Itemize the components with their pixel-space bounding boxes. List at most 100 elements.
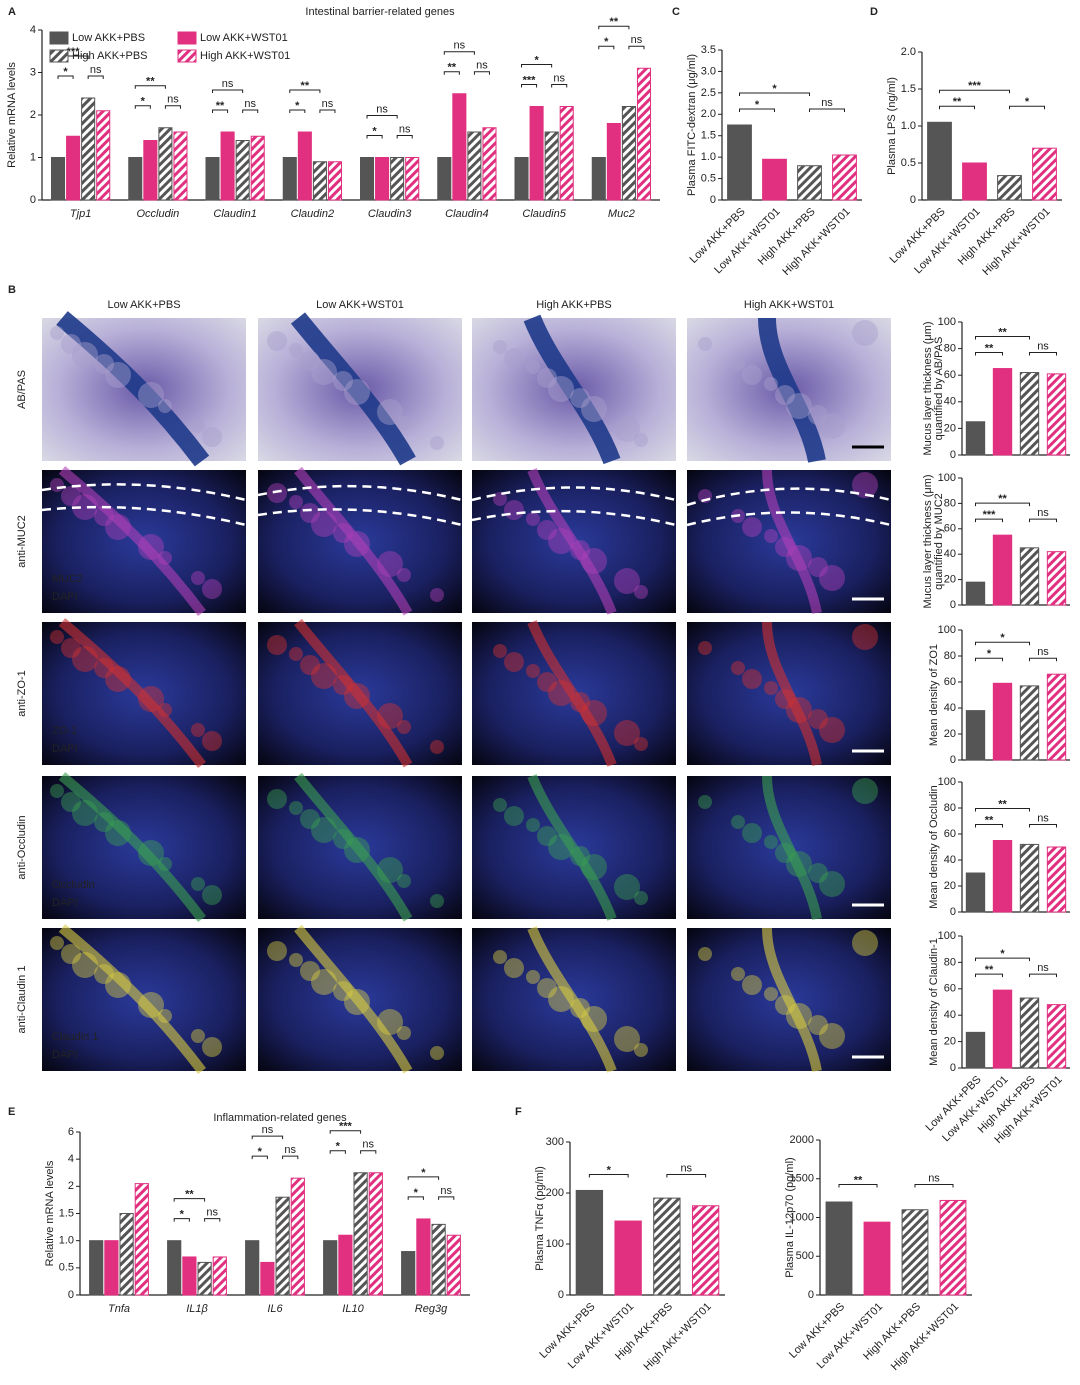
sig-label: ** — [448, 62, 457, 74]
panel-letter: E — [8, 1106, 15, 1118]
tissue-band — [762, 621, 822, 766]
sig-label: ** — [985, 342, 994, 354]
tissue-cell — [786, 545, 812, 571]
sig-bracket — [438, 1196, 455, 1200]
tissue-cell — [808, 557, 828, 577]
x-tick-label: Reg3g — [415, 1303, 448, 1315]
tissue-band — [294, 924, 413, 1074]
tissue-cell — [267, 635, 287, 655]
x-tick-label: High AKK+WST01 — [980, 206, 1052, 278]
tissue-cell — [138, 382, 164, 408]
tissue-cell — [300, 655, 320, 675]
y-tick-label: 20 — [944, 728, 956, 740]
tissue-cell — [526, 360, 540, 374]
legend-label: High AKK+PBS — [72, 50, 148, 62]
tissue-cell — [808, 1015, 828, 1035]
tissue-cell — [72, 800, 98, 826]
tissue-cell — [430, 740, 444, 754]
sig-label: ** — [185, 1189, 194, 1201]
x-tick-label: Tnfa — [108, 1303, 130, 1315]
tissue-cell — [397, 416, 411, 430]
tissue-cell — [300, 961, 320, 981]
tissue-band — [527, 620, 617, 767]
tissue-cell — [333, 829, 353, 849]
y-tick-label: 0 — [910, 194, 916, 206]
sig-bracket — [1009, 105, 1045, 110]
tissue-cell — [158, 399, 172, 413]
sig-label: ** — [998, 798, 1007, 810]
tissue-band — [527, 926, 617, 1073]
bar — [514, 157, 529, 201]
sig-label: ns — [1037, 962, 1049, 974]
y-tick-label: 40 — [944, 548, 956, 560]
tissue-cell — [819, 871, 845, 897]
bar — [997, 175, 1022, 201]
sig-bracket — [204, 1218, 221, 1222]
bar — [260, 1261, 275, 1296]
tissue-cell — [504, 806, 524, 826]
tissue-cell — [61, 944, 81, 964]
chart-title: Intestinal barrier-related genes — [305, 6, 455, 18]
tissue-band — [527, 468, 617, 615]
tissue-cell — [430, 436, 444, 450]
tissue-cell — [493, 340, 507, 354]
y-tick-label: 0 — [68, 1289, 74, 1301]
x-tick-label: IL6 — [267, 1303, 283, 1315]
bar — [927, 121, 952, 201]
y-axis-label: Relative mRNA levels — [44, 1160, 56, 1266]
tissue-band — [762, 469, 822, 614]
sig-bracket — [1029, 657, 1057, 662]
row-label: anti-Occludin — [16, 815, 28, 879]
tissue-cell — [138, 992, 164, 1018]
y-tick-label: 60 — [944, 828, 956, 840]
legend-label: Low AKK+PBS — [72, 32, 145, 44]
bar — [832, 154, 857, 201]
sig-label: * — [772, 83, 777, 95]
sig-label: * — [1000, 632, 1005, 644]
tissue-cell — [191, 877, 205, 891]
bar — [220, 131, 235, 201]
legend-swatch — [49, 49, 69, 63]
y-tick-label: 60 — [944, 523, 956, 535]
tissue-cell — [50, 478, 64, 492]
bar — [965, 710, 986, 761]
sig-label: ns — [90, 64, 102, 76]
sig-bracket — [628, 45, 645, 50]
tissue-cell — [267, 483, 287, 503]
tissue-cell — [526, 512, 540, 526]
sig-label: *** — [339, 1121, 353, 1133]
x-tick-label: High AKK+WST01 — [780, 206, 852, 278]
row-label: anti-MUC2 — [16, 515, 28, 568]
y-tick-label: 100 — [546, 1238, 564, 1250]
y-tick-label: 0 — [808, 1289, 814, 1301]
tissue-cell — [333, 981, 353, 1001]
bar — [529, 106, 544, 201]
bar — [1046, 1004, 1067, 1069]
tissue-cell — [852, 930, 878, 956]
tissue-cell — [377, 1009, 403, 1035]
bar — [119, 1213, 134, 1296]
y-tick-label: 0.5 — [59, 1262, 74, 1274]
y-axis-label: Plasma IL-12p70 (pg/ml) — [784, 1157, 796, 1277]
sig-bracket — [396, 135, 413, 139]
sig-label: *** — [67, 46, 81, 58]
sig-bracket — [134, 105, 151, 109]
y-tick-label: 3 — [30, 66, 36, 78]
sig-bracket — [838, 1183, 878, 1188]
bar — [416, 1218, 431, 1296]
bar — [797, 165, 822, 201]
tissue-cell — [852, 320, 878, 346]
mucus-boundary — [686, 487, 892, 507]
tissue-cell — [548, 680, 574, 706]
bar — [50, 157, 66, 201]
sig-bracket — [473, 71, 490, 75]
tissue-cell — [808, 709, 828, 729]
tissue-cell — [548, 528, 574, 554]
tissue-cell — [786, 393, 812, 419]
tissue-cell — [377, 703, 403, 729]
y-tick-label: 0 — [558, 1289, 564, 1301]
x-tick-label: Occludin — [136, 208, 179, 220]
bar — [323, 1240, 338, 1296]
sig-bracket — [975, 336, 1030, 340]
